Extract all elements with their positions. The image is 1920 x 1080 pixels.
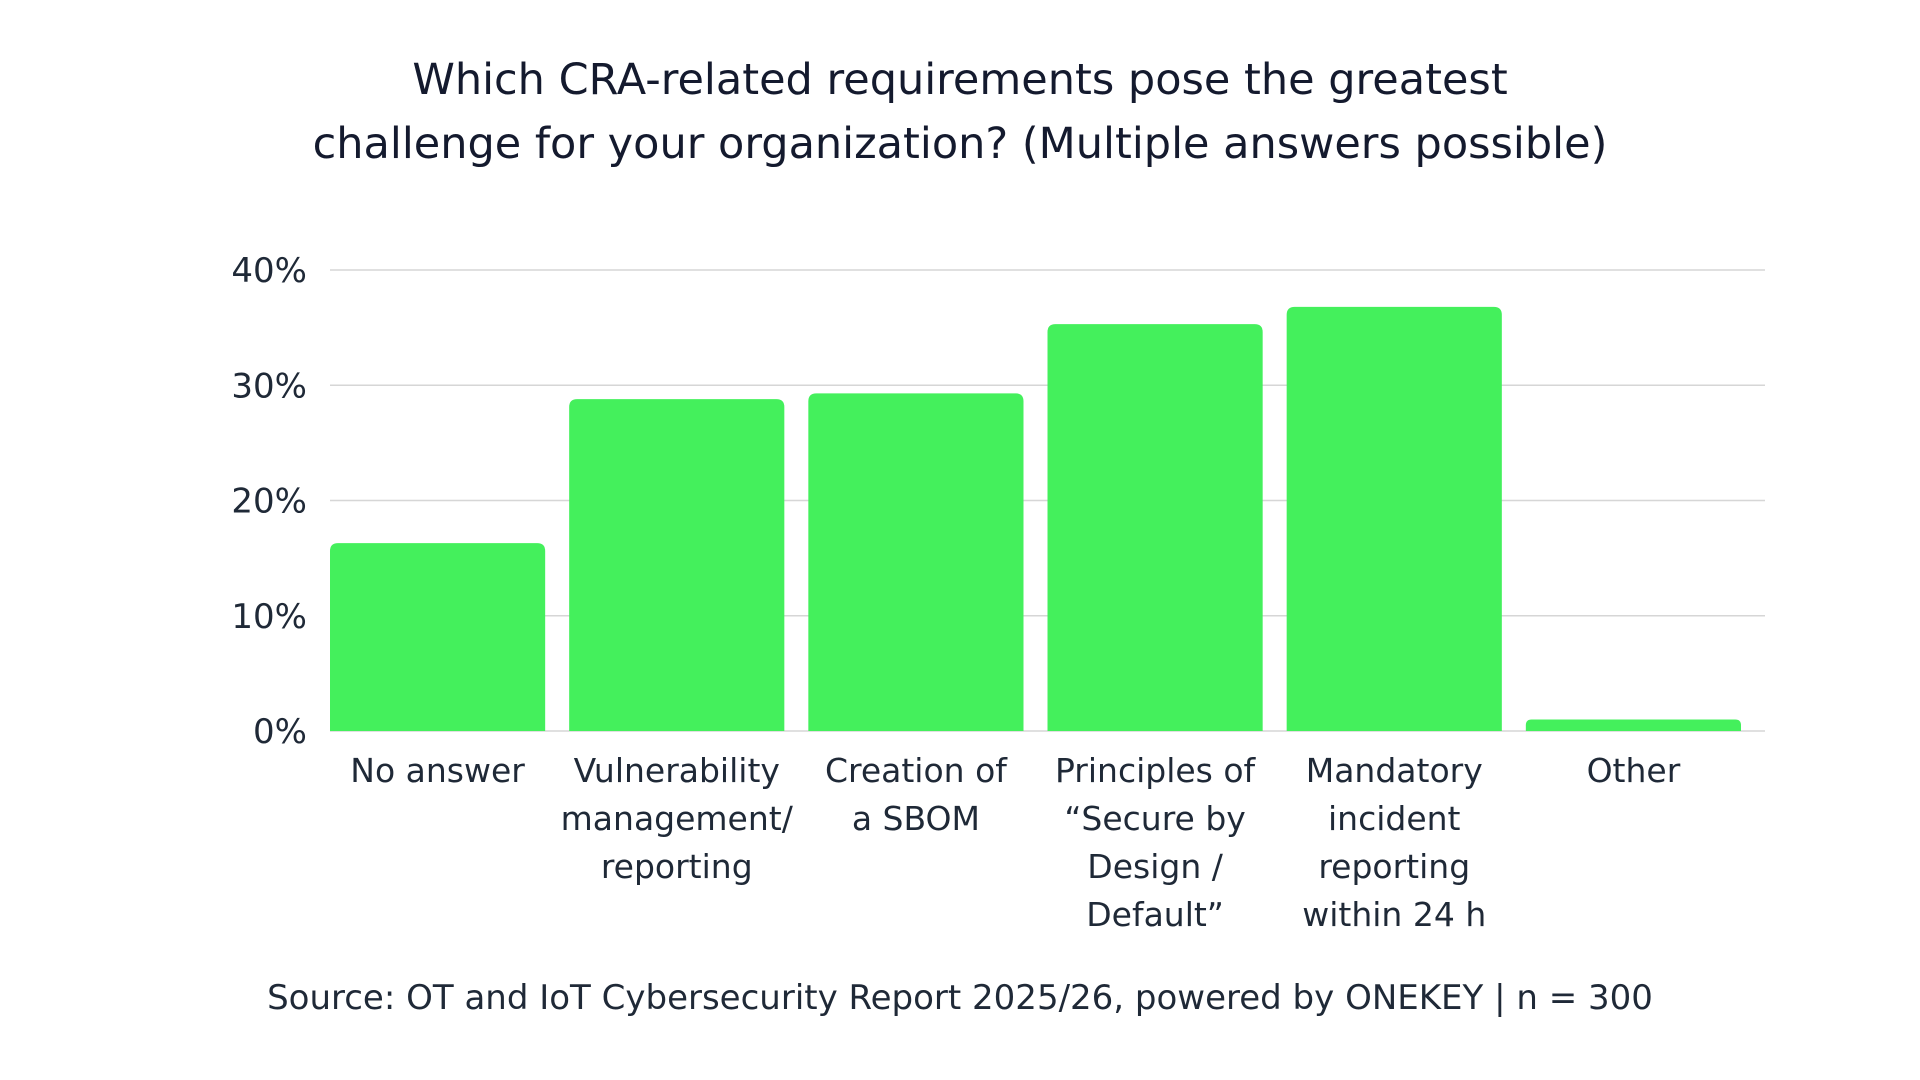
bar <box>569 399 785 731</box>
y-tick-label: 0% <box>253 712 307 752</box>
x-category-label: Other <box>1587 751 1681 790</box>
y-tick-label: 30% <box>231 366 307 406</box>
x-category-label-line: Creation of <box>825 751 1008 790</box>
x-category-label-line: reporting <box>1318 847 1470 886</box>
chart-title: Which CRA-related requirements pose the … <box>0 48 1920 176</box>
y-tick-label: 10% <box>231 597 307 637</box>
bar <box>1047 324 1263 731</box>
x-category-label-line: Mandatory <box>1306 751 1483 790</box>
y-axis-ticks: 0% 10% 20% 30% 40% <box>231 251 307 752</box>
x-category-label-line: management/ <box>561 799 794 838</box>
x-category-label: Vulnerability management/reporting <box>561 751 794 886</box>
y-tick-label: 20% <box>231 482 307 522</box>
x-category-label-line: “Secure by <box>1064 799 1246 838</box>
x-category-label-line: a SBOM <box>852 799 980 838</box>
x-category-label-line: Vulnerability <box>574 751 780 790</box>
bar <box>330 543 546 731</box>
x-category-label: Principles of “Secure by Design / Default” <box>1055 751 1257 934</box>
x-axis-categories: No answer Vulnerability management/reporti… <box>350 751 1680 934</box>
y-tick-label: 40% <box>231 251 307 291</box>
chart-title-line-1: Which CRA-related requirements pose the … <box>412 55 1508 105</box>
bars <box>330 306 1741 731</box>
x-category-label: Mandatory incident reporting within 24 h <box>1302 751 1486 934</box>
bar <box>1525 719 1741 731</box>
x-category-label-line: within 24 h <box>1302 895 1486 934</box>
chart-title-line-2: challenge for your organization? (Multip… <box>312 119 1608 169</box>
bar <box>808 393 1024 731</box>
source-note: Source: OT and IoT Cybersecurity Report … <box>267 978 1653 1018</box>
x-category-label-line: Principles of <box>1055 751 1257 790</box>
bar <box>1286 306 1502 731</box>
x-category-label-line: Other <box>1587 751 1681 790</box>
x-category-label: Creation of a SBOM <box>825 751 1008 838</box>
x-category-label-line: reporting <box>601 847 753 886</box>
x-category-label-line: Default” <box>1086 895 1224 934</box>
x-category-label-line: Design / <box>1087 847 1223 886</box>
x-category-label-line: incident <box>1328 799 1461 838</box>
x-category-label-line: No answer <box>350 751 525 790</box>
x-category-label: No answer <box>350 751 525 790</box>
